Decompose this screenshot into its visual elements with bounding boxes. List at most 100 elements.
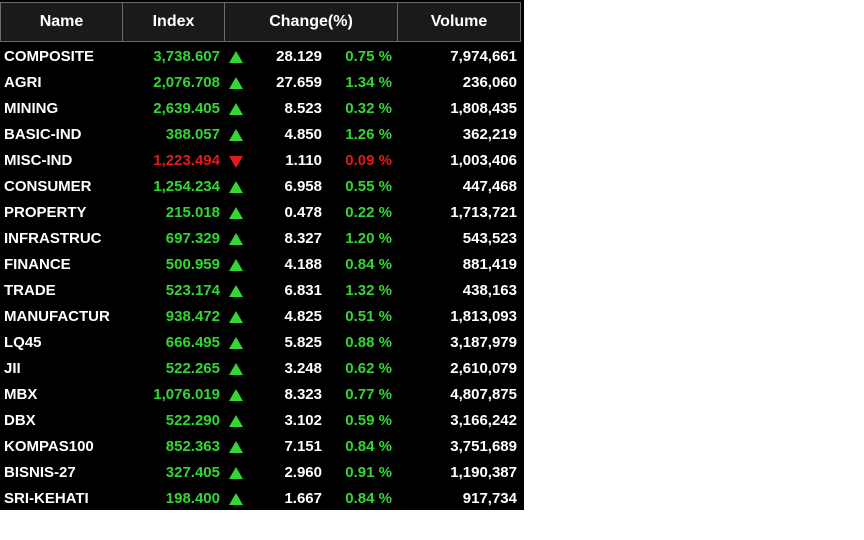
table-header: Name Index Change(%) Volume	[0, 0, 524, 44]
triangle-up-icon	[229, 233, 243, 245]
arrow-down-icon	[228, 148, 244, 174]
index-name: COMPOSITE	[4, 48, 95, 65]
change-percent: 1.26 %	[345, 126, 392, 143]
table-row[interactable]: KOMPAS100 852.363 7.151 0.84 % 3,751,689	[0, 434, 524, 460]
table-row[interactable]: MANUFACTUR 938.472 4.825 0.51 % 1,813,093	[0, 304, 524, 330]
volume-value: 2,610,079	[450, 360, 517, 377]
arrow-up-icon	[228, 200, 244, 226]
triangle-up-icon	[229, 181, 243, 193]
change-value: 4.850	[284, 126, 322, 143]
table-row[interactable]: BISNIS-27 327.405 2.960 0.91 % 1,190,387	[0, 460, 524, 486]
change-value: 0.478	[284, 204, 322, 221]
volume-value: 362,219	[462, 126, 517, 143]
table-row[interactable]: CONSUMER 1,254.234 6.958 0.55 % 447,468	[0, 174, 524, 200]
index-name: MINING	[4, 100, 59, 117]
change-value: 28.129	[276, 48, 322, 65]
column-header-change[interactable]: Change(%)	[224, 2, 398, 42]
column-header-volume[interactable]: Volume	[397, 2, 521, 42]
change-percent: 0.91 %	[345, 464, 392, 481]
change-value: 4.188	[284, 256, 322, 273]
change-percent: 0.51 %	[345, 308, 392, 325]
volume-value: 3,751,689	[450, 438, 517, 455]
volume-value: 543,523	[462, 230, 517, 247]
arrow-up-icon	[228, 408, 244, 434]
table-row[interactable]: COMPOSITE 3,738.607 28.129 0.75 % 7,974,661	[0, 44, 524, 70]
volume-value: 3,166,242	[450, 412, 517, 429]
change-percent: 1.20 %	[345, 230, 392, 247]
change-percent: 0.75 %	[345, 48, 392, 65]
triangle-up-icon	[229, 51, 243, 63]
volume-value: 1,003,406	[450, 152, 517, 169]
triangle-up-icon	[229, 337, 243, 349]
table-row[interactable]: TRADE 523.174 6.831 1.32 % 438,163	[0, 278, 524, 304]
triangle-up-icon	[229, 441, 243, 453]
index-value: 1,223.494	[153, 152, 220, 169]
change-value: 1.667	[284, 490, 322, 507]
arrow-up-icon	[228, 382, 244, 408]
change-percent: 0.59 %	[345, 412, 392, 429]
change-percent: 0.84 %	[345, 256, 392, 273]
triangle-up-icon	[229, 77, 243, 89]
table-row[interactable]: FINANCE 500.959 4.188 0.84 % 881,419	[0, 252, 524, 278]
change-value: 6.831	[284, 282, 322, 299]
index-value: 500.959	[165, 256, 220, 273]
index-value: 215.018	[165, 204, 220, 221]
change-value: 5.825	[284, 334, 322, 351]
volume-value: 1,713,721	[450, 204, 517, 221]
index-value: 852.363	[165, 438, 220, 455]
index-value: 3,738.607	[153, 48, 220, 65]
triangle-up-icon	[229, 285, 243, 297]
volume-value: 236,060	[462, 74, 517, 91]
arrow-up-icon	[228, 174, 244, 200]
index-name: MANUFACTUR	[4, 308, 110, 325]
table-row[interactable]: LQ45 666.495 5.825 0.88 % 3,187,979	[0, 330, 524, 356]
change-value: 8.323	[284, 386, 322, 403]
change-value: 2.960	[284, 464, 322, 481]
table-row[interactable]: BASIC-IND 388.057 4.850 1.26 % 362,219	[0, 122, 524, 148]
index-name: MBX	[4, 386, 38, 403]
change-percent: 0.84 %	[345, 438, 392, 455]
change-percent: 0.77 %	[345, 386, 392, 403]
volume-value: 3,187,979	[450, 334, 517, 351]
triangle-up-icon	[229, 389, 243, 401]
volume-value: 1,813,093	[450, 308, 517, 325]
table-row[interactable]: AGRI 2,076.708 27.659 1.34 % 236,060	[0, 70, 524, 96]
index-value: 2,639.405	[153, 100, 220, 117]
table-row[interactable]: MISC-IND 1,223.494 1.110 0.09 % 1,003,406	[0, 148, 524, 174]
table-row[interactable]: MBX 1,076.019 8.323 0.77 % 4,807,875	[0, 382, 524, 408]
triangle-up-icon	[229, 207, 243, 219]
change-value: 8.327	[284, 230, 322, 247]
index-value: 327.405	[165, 464, 220, 481]
index-value: 198.400	[165, 490, 220, 507]
volume-value: 438,163	[462, 282, 517, 299]
arrow-up-icon	[228, 278, 244, 304]
index-name: MISC-IND	[4, 152, 73, 169]
column-header-name[interactable]: Name	[0, 2, 123, 42]
table-row[interactable]: SRI-KEHATI 198.400 1.667 0.84 % 917,734	[0, 486, 524, 512]
volume-value: 917,734	[462, 490, 517, 507]
index-value: 2,076.708	[153, 74, 220, 91]
arrow-up-icon	[228, 96, 244, 122]
change-value: 3.248	[284, 360, 322, 377]
table-row[interactable]: DBX 522.290 3.102 0.59 % 3,166,242	[0, 408, 524, 434]
index-name: DBX	[4, 412, 36, 429]
table-row[interactable]: MINING 2,639.405 8.523 0.32 % 1,808,435	[0, 96, 524, 122]
index-name: KOMPAS100	[4, 438, 94, 455]
arrow-up-icon	[228, 252, 244, 278]
index-name: AGRI	[4, 74, 42, 91]
index-name: TRADE	[4, 282, 56, 299]
triangle-up-icon	[229, 259, 243, 271]
change-value: 27.659	[276, 74, 322, 91]
triangle-up-icon	[229, 467, 243, 479]
volume-value: 447,468	[462, 178, 517, 195]
column-header-index[interactable]: Index	[122, 2, 225, 42]
change-value: 8.523	[284, 100, 322, 117]
index-name: JII	[4, 360, 21, 377]
table-row[interactable]: INFRASTRUC 697.329 8.327 1.20 % 543,523	[0, 226, 524, 252]
table-row[interactable]: JII 522.265 3.248 0.62 % 2,610,079	[0, 356, 524, 382]
index-value: 522.265	[165, 360, 220, 377]
table-row[interactable]: PROPERTY 215.018 0.478 0.22 % 1,713,721	[0, 200, 524, 226]
change-value: 3.102	[284, 412, 322, 429]
index-value: 697.329	[165, 230, 220, 247]
volume-value: 1,190,387	[450, 464, 517, 481]
